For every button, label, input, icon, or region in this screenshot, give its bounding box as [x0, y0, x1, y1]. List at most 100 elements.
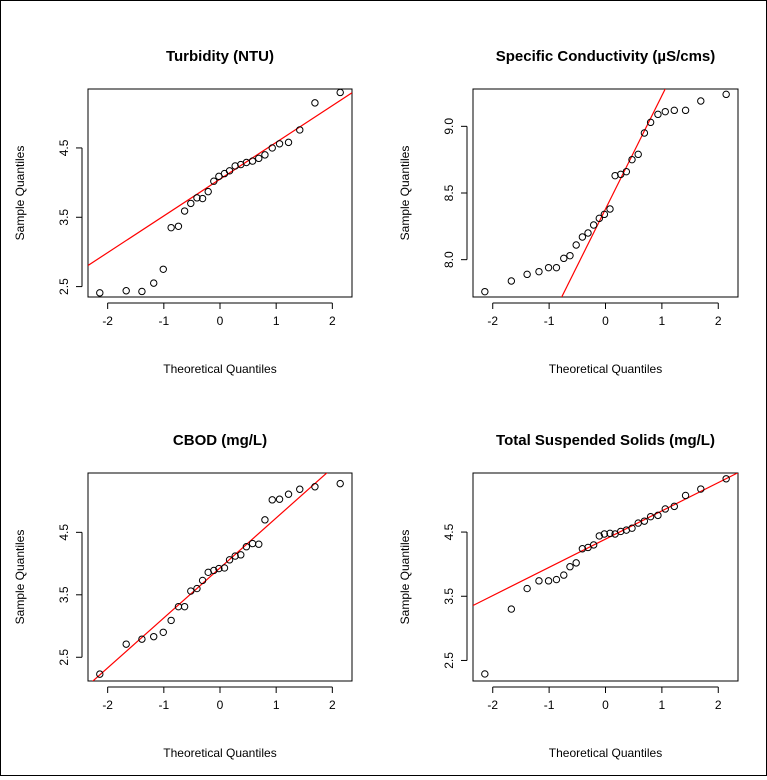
data-point [138, 635, 146, 643]
data-point [572, 241, 580, 249]
x-axis-title: Theoretical Quantiles [549, 362, 662, 376]
x-axis-title: Theoretical Quantiles [549, 746, 662, 760]
data-point [646, 512, 655, 521]
data-point [507, 605, 516, 613]
data-point [654, 110, 662, 119]
y-axis-title: Sample Quantiles [13, 146, 27, 241]
data-point [560, 571, 568, 579]
data-point [220, 564, 229, 572]
data-point [336, 88, 344, 97]
x-tick-label: 0 [602, 698, 609, 712]
data-point [722, 90, 730, 99]
data-point [634, 150, 642, 159]
data-point [544, 263, 553, 272]
x-tick-label: -1 [544, 314, 555, 328]
x-tick-label: -1 [544, 698, 555, 712]
x-tick-label: 2 [329, 314, 336, 328]
y-axis-title: Sample Quantiles [13, 530, 27, 625]
data-point [187, 199, 195, 208]
data-point [138, 287, 146, 296]
data-point [215, 564, 223, 573]
data-point [242, 543, 251, 551]
data-point [275, 495, 284, 503]
data-point [697, 485, 705, 493]
y-tick-label: 2.5 [442, 652, 456, 669]
x-tick-label: -2 [487, 314, 498, 328]
data-point [122, 287, 130, 295]
data-point [681, 106, 690, 115]
data-point [640, 517, 649, 525]
data-point [284, 490, 293, 498]
data-point [661, 107, 669, 116]
data-point [225, 556, 234, 564]
data-point [225, 167, 234, 175]
data-point [275, 140, 284, 148]
plot-frame [87, 472, 353, 682]
x-tick-label: -2 [102, 698, 113, 712]
data-point [481, 287, 489, 296]
data-point [159, 265, 167, 273]
data-point [670, 502, 678, 511]
x-tick-label: 2 [715, 698, 722, 712]
plot-frame [472, 88, 739, 298]
data-point [566, 563, 574, 571]
x-tick-label: -1 [158, 314, 169, 328]
data-point [96, 289, 104, 297]
qq-panel-2: Specific Conductivity (µS/cms) -2 -1 0 1 2 8.0… [398, 48, 739, 376]
qq-panel-3: CBOD (mg/L) -2 -1 0 1 2 2.5 3.5 4.5 Theoretical Q… [13, 432, 353, 760]
y-tick-label: 4.5 [442, 523, 456, 540]
x-tick-label: 2 [715, 314, 722, 328]
x-tick-label: 1 [273, 698, 280, 712]
x-axis-title: Theoretical Quantiles [163, 746, 276, 760]
x-tick-label: 1 [273, 314, 280, 328]
data-point [646, 118, 655, 127]
data-point [180, 602, 189, 611]
data-point [255, 540, 263, 548]
data-point [248, 157, 257, 165]
data-point [167, 616, 175, 625]
data-point [628, 155, 636, 164]
data-point [640, 129, 649, 137]
data-point [622, 167, 631, 176]
qq-reference-line [473, 473, 738, 607]
panel-title: CBOD (mg/L) [173, 432, 267, 449]
data-point [296, 485, 304, 493]
data-point [535, 267, 543, 276]
data-point [606, 529, 614, 538]
data-point [544, 577, 553, 585]
data-point [611, 171, 619, 180]
x-tick-label: 1 [659, 314, 666, 328]
data-point [150, 632, 158, 641]
data-point [210, 177, 218, 185]
data-point [336, 479, 344, 488]
data-point [584, 229, 592, 237]
y-axis-title: Sample Quantiles [398, 530, 412, 625]
data-point [595, 532, 603, 540]
data-point [231, 552, 239, 560]
data-point [589, 221, 598, 229]
qq-reference-line [92, 473, 328, 681]
data-point [560, 254, 568, 263]
panel-title: Total Suspended Solids (mg/L) [496, 432, 715, 449]
data-point [261, 516, 269, 524]
data-point [628, 524, 636, 532]
plot-frame [472, 472, 739, 682]
data-point [654, 511, 662, 520]
data-point [578, 233, 587, 241]
x-tick-label: 1 [659, 698, 666, 712]
data-point [261, 151, 269, 159]
data-point [600, 530, 609, 538]
qq-panel-4: Total Suspended Solids (mg/L) -2 -1 0 1 2 2.5 3… [398, 432, 739, 760]
data-point [180, 207, 189, 215]
data-point [237, 551, 245, 559]
data-point [167, 223, 175, 232]
data-point [193, 584, 201, 593]
data-point [187, 587, 195, 595]
data-point [552, 263, 561, 272]
x-tick-label: -2 [102, 314, 113, 328]
data-point [174, 222, 183, 230]
data-point [96, 670, 104, 678]
y-axis-title: Sample Quantiles [398, 146, 412, 241]
data-point [697, 97, 705, 105]
